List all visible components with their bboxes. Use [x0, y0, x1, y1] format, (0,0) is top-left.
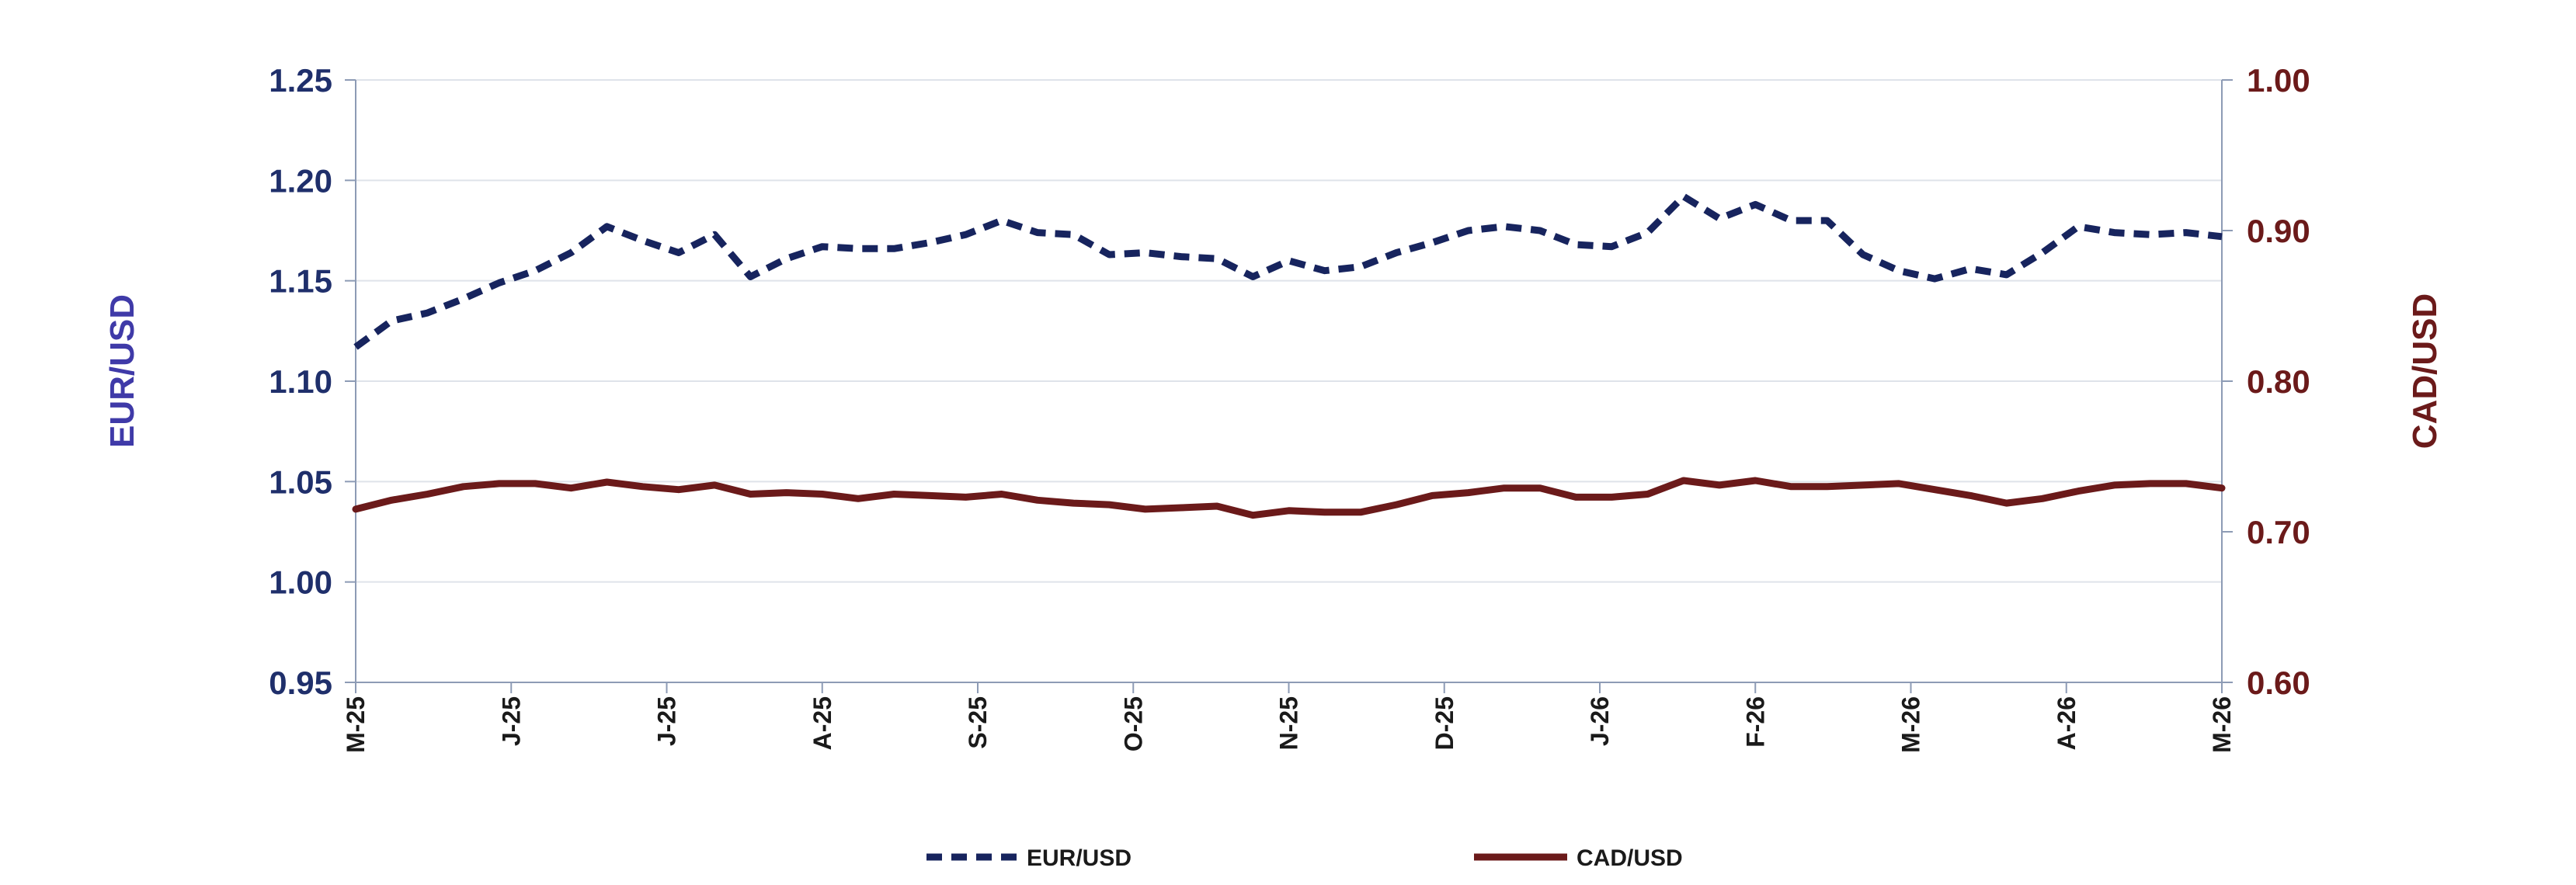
left-tick-label: 0.95 — [269, 665, 332, 701]
left-tick-label: 1.15 — [269, 263, 332, 300]
x-tick-label: F-26 — [1741, 696, 1769, 748]
x-tick-label: M-26 — [2208, 696, 2236, 753]
x-tick-label: O-25 — [1119, 696, 1147, 751]
left-tick-label: 1.00 — [269, 564, 332, 601]
x-tick-label: J-25 — [497, 696, 525, 746]
right-tick-label: 0.90 — [2247, 213, 2310, 249]
x-tick-label: M-25 — [342, 696, 370, 753]
x-tick-label: M-26 — [1897, 696, 1925, 753]
left-tick-label: 1.10 — [269, 363, 332, 400]
left-axis-label: EUR/USD — [103, 294, 141, 448]
x-tick-label: J-26 — [1586, 696, 1614, 746]
left-tick-labels: 0.95 1.00 1.05 1.10 1.15 1.20 1.25 — [269, 62, 356, 701]
left-tick-label: 1.20 — [269, 162, 332, 199]
legend-label-eur-usd: EUR/USD — [1027, 845, 1132, 871]
right-tick-label: 0.60 — [2247, 665, 2310, 701]
x-tick-label: J-25 — [653, 696, 681, 746]
x-tick-labels: M-25 J-25 J-25 A-25 S-25 O-25 N-25 D-25 J-26 F-26… — [342, 682, 2236, 753]
series-lines — [352, 193, 2226, 519]
legend-label-cad-usd: CAD/USD — [1577, 845, 1683, 871]
right-tick-label: 1.00 — [2247, 62, 2310, 99]
right-axis-label: CAD/USD — [2406, 293, 2444, 449]
right-tick-label: 0.70 — [2247, 514, 2310, 550]
x-tick-label: N-25 — [1275, 696, 1303, 750]
series-line-eur-usd — [353, 193, 2223, 350]
series-line-cad-usd — [352, 477, 2226, 519]
gridlines — [356, 79, 2222, 583]
x-tick-label: D-25 — [1431, 696, 1458, 750]
x-tick-label: A-26 — [2053, 696, 2081, 750]
legend: EUR/USD CAD/USD — [926, 845, 1683, 871]
left-tick-label: 1.05 — [269, 463, 332, 500]
left-tick-label: 1.25 — [269, 62, 332, 99]
x-tick-label: S-25 — [964, 696, 992, 749]
right-tick-label: 0.80 — [2247, 363, 2310, 400]
x-tick-label: A-25 — [808, 696, 836, 750]
right-tick-labels: 0.60 0.70 0.80 0.90 1.00 — [2222, 62, 2310, 701]
